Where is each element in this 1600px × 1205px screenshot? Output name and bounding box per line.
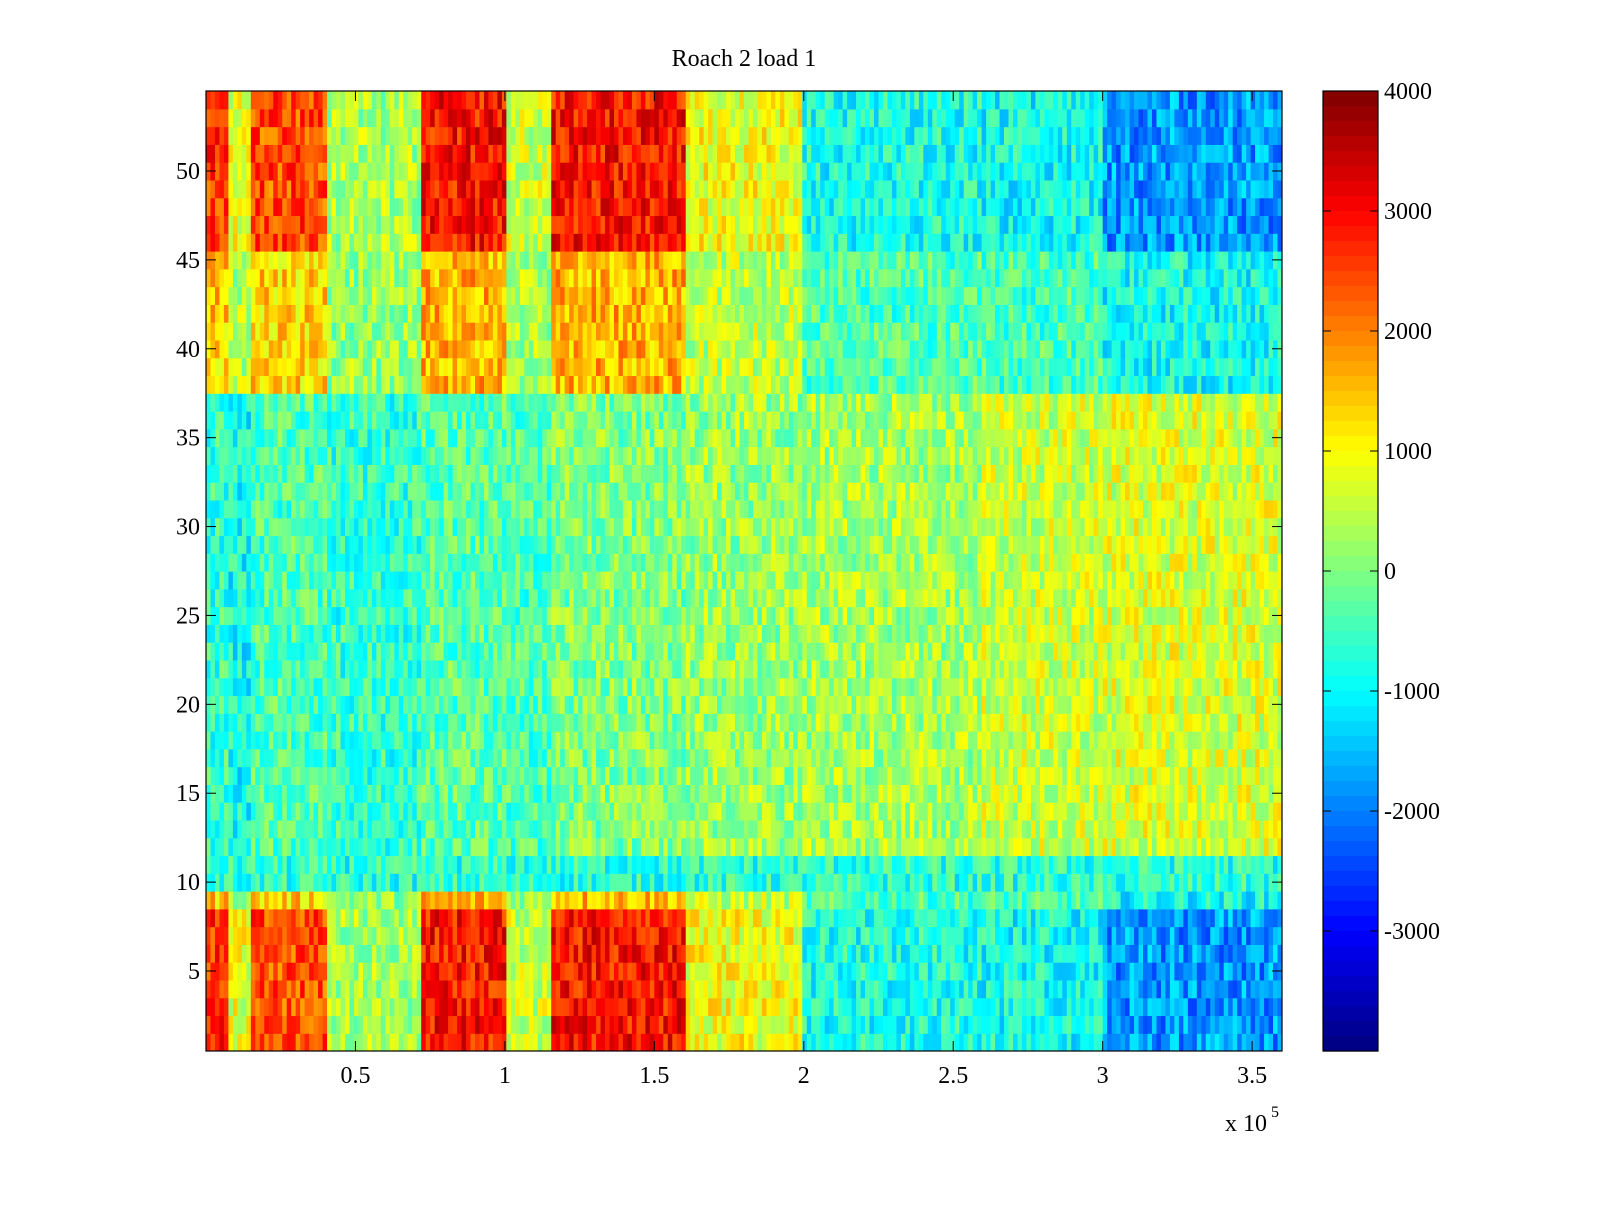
colorbar-segment: [1323, 871, 1378, 887]
colorbar-segment: [1323, 886, 1378, 902]
colorbar-segment: [1323, 571, 1378, 587]
colorbar-segment: [1323, 556, 1378, 572]
colorbar-segment: [1323, 841, 1378, 857]
colorbar-segment: [1323, 631, 1378, 647]
colorbar-segment: [1323, 721, 1378, 737]
colorbar-segment: [1323, 586, 1378, 602]
colorbar-segment: [1323, 166, 1378, 182]
y-tick-label: 30: [176, 515, 200, 541]
colorbar-segment: [1323, 826, 1378, 842]
y-tick-label: 40: [176, 337, 200, 363]
colorbar-segment: [1323, 211, 1378, 227]
colorbar-segment: [1323, 286, 1378, 302]
colorbar-segment: [1323, 91, 1378, 107]
colorbar-segment: [1323, 481, 1378, 497]
y-tick-label: 25: [176, 603, 200, 629]
colorbar-segment: [1323, 346, 1378, 362]
colorbar-segment: [1323, 316, 1378, 332]
colorbar-segment: [1323, 736, 1378, 752]
colorbar-segment: [1323, 766, 1378, 782]
x-tick-label: 2: [798, 1063, 810, 1089]
colorbar-segment: [1323, 511, 1378, 527]
y-tick-label: 20: [176, 692, 200, 718]
colorbar-segment: [1323, 526, 1378, 542]
colorbar-segment: [1323, 1021, 1378, 1037]
colorbar-segment: [1323, 376, 1378, 392]
y-tick-label: 10: [176, 870, 200, 896]
colorbar-segment: [1323, 706, 1378, 722]
colorbar-segment: [1323, 241, 1378, 257]
colorbar-tick-label: 3000: [1384, 199, 1432, 225]
colorbar: [1323, 91, 1378, 1052]
colorbar-segment: [1323, 646, 1378, 662]
colorbar-segment: [1323, 406, 1378, 422]
colorbar-segment: [1323, 136, 1378, 152]
colorbar-segment: [1323, 976, 1378, 992]
colorbar-segment: [1323, 256, 1378, 272]
colorbar-segment: [1323, 496, 1378, 512]
colorbar-tick-label: -3000: [1384, 919, 1440, 945]
colorbar-segment: [1323, 301, 1378, 317]
colorbar-segment: [1323, 796, 1378, 812]
colorbar-segment: [1323, 1006, 1378, 1022]
x-tick-label: 1: [499, 1063, 511, 1089]
colorbar-segment: [1323, 436, 1378, 452]
x-exponent-power: 5: [1271, 1104, 1279, 1121]
y-tick-label: 50: [176, 159, 200, 185]
colorbar-tick-label: 1000: [1384, 439, 1432, 465]
colorbar-segment: [1323, 691, 1378, 707]
colorbar-segment: [1323, 961, 1378, 977]
colorbar-segment: [1323, 856, 1378, 872]
colorbar-segment: [1323, 1036, 1378, 1052]
colorbar-segment: [1323, 421, 1378, 437]
colorbar-segment: [1323, 901, 1378, 917]
x-exponent-label: x 10 5: [1225, 1104, 1279, 1137]
y-tick-label: 15: [176, 781, 200, 807]
x-exponent-prefix: x 10: [1225, 1111, 1267, 1137]
colorbar-segment: [1323, 391, 1378, 407]
colorbar-segment: [1323, 751, 1378, 767]
x-tick-label: 3: [1097, 1063, 1109, 1089]
y-tick-label: 5: [188, 959, 200, 985]
colorbar-segment: [1323, 361, 1378, 377]
colorbar-segment: [1323, 226, 1378, 242]
heatmap-grid: [206, 91, 1283, 1052]
x-tick-label: 3.5: [1237, 1063, 1267, 1089]
y-tick-label: 45: [176, 248, 200, 274]
colorbar-segment: [1323, 601, 1378, 617]
colorbar-segment: [1323, 121, 1378, 137]
colorbar-segment: [1323, 181, 1378, 197]
colorbar-segment: [1323, 991, 1378, 1007]
colorbar-segment: [1323, 931, 1378, 947]
colorbar-tick-label: 4000: [1384, 79, 1432, 105]
colorbar-tick-label: 0: [1384, 559, 1396, 585]
colorbar-segment: [1323, 946, 1378, 962]
colorbar-segment: [1323, 916, 1378, 932]
colorbar-segment: [1323, 661, 1378, 677]
colorbar-tick-label: 2000: [1384, 319, 1432, 345]
colorbar-segment: [1323, 676, 1378, 692]
y-tick-label: 35: [176, 426, 200, 452]
colorbar-tick-label: -2000: [1384, 799, 1440, 825]
colorbar-segment: [1323, 466, 1378, 482]
colorbar-segment: [1323, 781, 1378, 797]
colorbar-segment: [1323, 331, 1378, 347]
x-tick-label: 2.5: [938, 1063, 968, 1089]
colorbar-segment: [1323, 541, 1378, 557]
colorbar-tick-label: -1000: [1384, 679, 1440, 705]
colorbar-segment: [1323, 616, 1378, 632]
colorbar-segment: [1323, 451, 1378, 467]
x-tick-label: 0.5: [340, 1063, 370, 1089]
colorbar-segment: [1323, 196, 1378, 212]
colorbar-segment: [1323, 811, 1378, 827]
colorbar-segment: [1323, 271, 1378, 287]
x-tick-label: 1.5: [639, 1063, 669, 1089]
colorbar-segment: [1323, 106, 1378, 122]
colorbar-segment: [1323, 151, 1378, 167]
chart-title: Roach 2 load 1: [672, 46, 817, 72]
